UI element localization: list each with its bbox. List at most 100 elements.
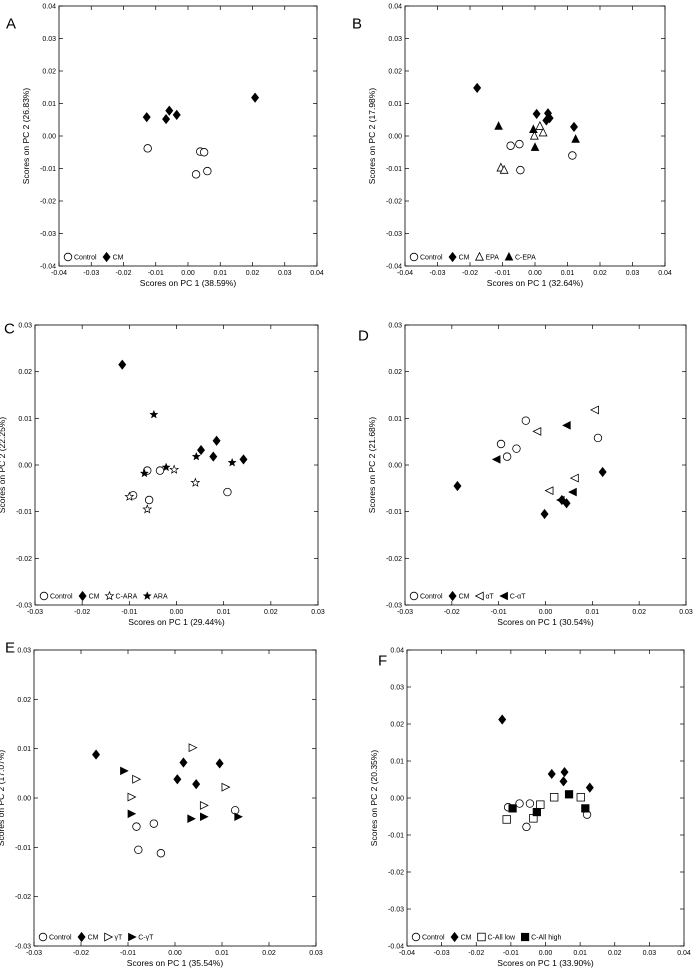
panel-d-series--t-point [589,405,599,415]
panel-f-xtick-label: 0.02 [608,950,622,957]
panel-a-series-control-point [191,170,201,179]
panel-e-series--t-point [221,782,231,792]
panel-b-series-cm-point [532,108,541,119]
panel-b-legend-marker [475,251,484,261]
panel-e-xtick-label: 0.03 [309,950,323,957]
panel-f-legend-label: C-All high [531,935,561,942]
panel-f-ylabel: Scores on PC 2 (20.35%) [369,750,379,847]
panel-c-series-control-point [144,495,154,505]
panel-d-legend-marker [474,591,484,601]
panel-c-xtick-label: 0.03 [311,609,325,616]
panel-d-series-c-t [491,421,577,505]
panel-e-ytick-label: 0.01 [17,746,31,753]
panel-d-series--t [532,405,599,496]
panel-a-ytick-label: 0.00 [42,134,56,141]
panel-b-ytick-label: 0.03 [388,36,402,43]
panel-b-xtick-label: -0.03 [430,270,446,277]
panel-c-xtick-label: -0.03 [27,609,43,616]
panel-b-ytick-label: 0.04 [388,4,402,11]
panel-d-series-cm-point [453,480,462,492]
panel-b-series-cm [473,82,578,132]
panel-d-letter: D [358,327,369,344]
panel-d-legend-label: αT [485,594,494,601]
panel-e-ylabel: Scores on PC 2 (17.07%) [0,750,6,847]
panel-d-series-c-t-point [568,487,577,497]
panel-e-series-cm-point [92,749,101,760]
panel-c-series-ara-point [149,409,159,419]
panel-e-series-cm-point [173,774,182,785]
panel-d-legend-marker [499,591,508,601]
panel-f-xtick-label: 0.03 [643,950,657,957]
panel-a-xtick-label: 0.02 [246,270,260,277]
panel-f-legend-label: Control [422,935,445,942]
panel-f-legend: Control CM C-All low C-All high [411,931,562,943]
panel-f-series-control-point [515,799,524,808]
panel-e-legend-marker [38,932,48,942]
panel-f-ytick-label: 0.04 [390,648,404,655]
panel-f-series-c-all-high-point [564,790,574,799]
panel-b-series-control [506,139,577,175]
panel-c-series-cm [118,359,248,465]
panel-e-legend-label: Control [49,935,72,942]
panel-c-series-c-ara-point [124,491,135,501]
panel-f-xlabel: Scores on PC 1 (33.90%) [497,958,594,968]
panel-e-ytick-label: 0.02 [17,697,31,704]
panel-a-ytick-label: 0.03 [42,36,56,43]
panel-d-xtick-label: 0.03 [679,609,693,616]
panel-d-xtick-label: -0.02 [444,609,460,616]
panel-f-series-c-all-low-point [576,793,586,802]
panel-e-xtick-label: -0.01 [120,950,136,957]
panel-e-series-c-t [120,766,243,824]
panel-b-xtick-label: 0.01 [561,270,575,277]
panel-a-series-cm-point [251,92,260,103]
panel-f-legend-marker [520,932,530,942]
panel-b-xtick-label: -0.02 [462,270,478,277]
panel-c-ylabel: Scores on PC 2 (22.25%) [0,417,7,514]
panel-e-legend-marker [104,932,114,942]
panel-c-series-c-ara-point [169,464,180,474]
panel-e-legend-label: γT [114,935,123,942]
panel-f-ytick-label: -0.01 [388,833,404,840]
panel-a-ytick-label: -0.02 [40,199,56,206]
panel-c-series-cm-point [197,444,206,456]
panel-b-ytick-label: -0.01 [386,166,402,173]
panel-b-series-cm-point [570,121,578,132]
panel-c-ytick-label: 0.03 [18,323,32,330]
panel-b-series-epa-point [529,130,539,140]
panel-c-legend-label: Control [50,594,73,601]
panel-c-legend-marker [104,590,115,601]
panel-d-series-c-t-point [562,421,571,430]
panel-e-series-cm-point [215,758,224,769]
panel-a-xtick-label: 0.04 [310,270,324,277]
panel-b-series-c-epa [494,121,580,151]
panel-e-series-cm [92,749,224,790]
panel-e-xtick-label: 0.02 [262,950,276,957]
panel-a-series-cm-point [165,105,174,116]
panel-f-ytick-label: -0.02 [388,870,404,877]
panel-c-series-ara-point [227,457,237,467]
panel-b-xtick-label: 0.02 [593,270,607,277]
panel-b-series-control-point [516,165,525,175]
panel-d-legend-label: Control [420,594,443,601]
panel-a-ytick-label: -0.01 [40,166,56,173]
panel-c-series-c-ara-point [142,504,153,514]
panel-f-series-c-all-high-point [581,804,590,813]
panel-b-ytick-label: 0.02 [388,69,402,76]
panel-f-ytick-label: -0.04 [388,944,404,951]
panel-a-frame [58,5,318,267]
panel-f-series-c-all-low-point [502,815,511,824]
panel-a-xtick-label: -0.04 [51,270,67,277]
panel-c-xtick-label: 0.02 [264,609,278,616]
panel-a-legend-marker [63,252,73,262]
panel-d: D -0.03 -0.02 -0.01 0.00 0.01 0.02 0.03 -0.03 -0.… [358,323,693,628]
panel-e-frame [33,649,317,947]
panel-e-ytick-label: -0.01 [15,845,31,852]
panel-e-legend-marker [77,931,86,943]
panel-c-legend-marker [39,591,49,601]
panel-a-xlabel: Scores on PC 1 (38.59%) [140,278,237,288]
panel-a-xtick-label: -0.01 [148,270,164,277]
panel-b-series-control-point [568,151,577,160]
panel-e-xtick-label: 0.01 [215,950,229,957]
panel-d-series-cm-point [598,466,607,478]
panel-c-legend-label: CM [89,594,100,601]
